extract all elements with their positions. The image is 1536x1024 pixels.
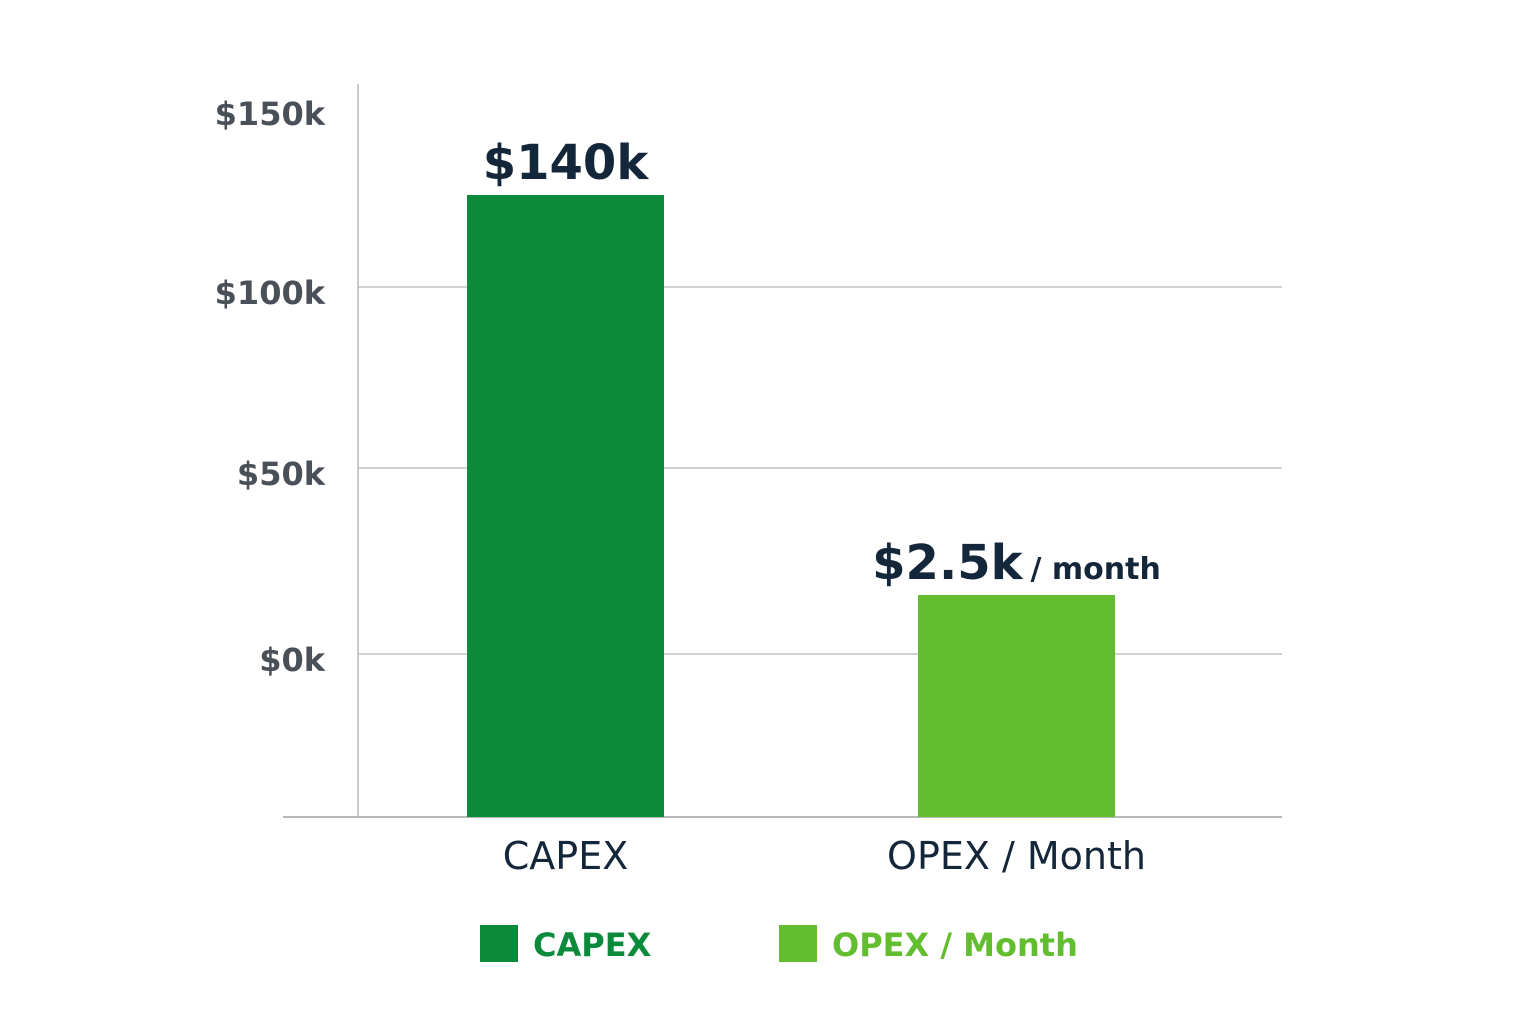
- data-label: $140k: [483, 135, 650, 191]
- bar-opex-month: [918, 595, 1115, 817]
- data-label: $2.5k / month: [872, 535, 1161, 591]
- data-label-value: $140k: [483, 135, 650, 191]
- y-tick-label: $150k: [215, 95, 326, 133]
- legend-swatch: [779, 925, 817, 962]
- data-label-value: $2.5k: [872, 535, 1023, 591]
- x-tick-label: CAPEX: [503, 834, 629, 878]
- legend-label: CAPEX: [533, 926, 652, 964]
- legend-label: OPEX / Month: [832, 926, 1078, 964]
- y-tick-label: $50k: [237, 455, 326, 493]
- x-tick-label: OPEX / Month: [887, 834, 1146, 878]
- y-tick-label: $100k: [215, 274, 326, 312]
- y-tick-label: $0k: [259, 641, 326, 679]
- data-label-suffix: / month: [1031, 552, 1161, 587]
- bar-capex: [467, 195, 664, 817]
- legend-swatch: [480, 925, 518, 962]
